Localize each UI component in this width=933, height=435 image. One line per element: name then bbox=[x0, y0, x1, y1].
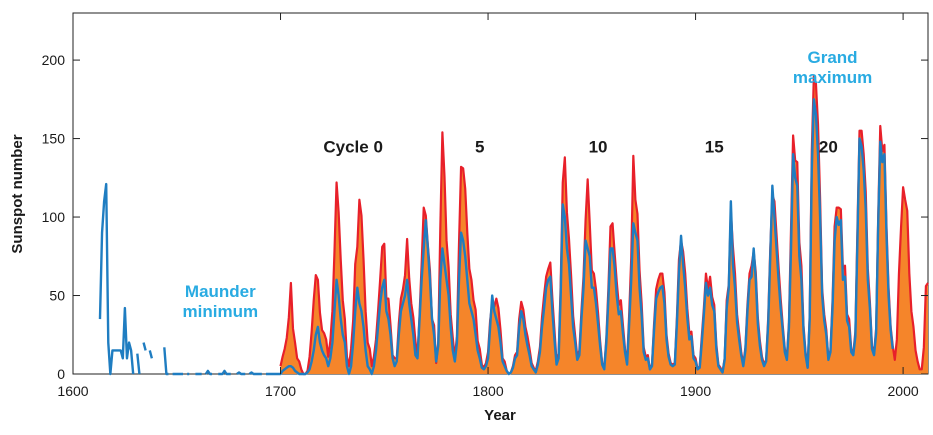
x-tick-label: 1700 bbox=[265, 383, 296, 399]
line bbox=[98, 98, 894, 376]
annotation: 5 bbox=[475, 137, 484, 156]
annotation: Cycle 0 bbox=[323, 137, 383, 156]
x-tick-label: 1800 bbox=[472, 383, 503, 399]
x-tick-label: 2000 bbox=[888, 383, 919, 399]
annotation: Grand bbox=[808, 48, 858, 67]
y-tick-label: 150 bbox=[42, 131, 66, 147]
x-tick-label: 1900 bbox=[680, 383, 711, 399]
annotation: 10 bbox=[589, 137, 608, 156]
plot-area bbox=[98, 74, 929, 376]
annotation: maximum bbox=[793, 68, 872, 87]
y-tick-label: 200 bbox=[42, 52, 66, 68]
y-tick-label: 0 bbox=[57, 366, 65, 382]
annotation: 15 bbox=[705, 137, 724, 156]
y-axis-label: Sunspot number bbox=[9, 134, 26, 253]
y-tick-label: 50 bbox=[49, 288, 65, 304]
annotation: minimum bbox=[183, 302, 259, 321]
annotation: 20 bbox=[819, 137, 838, 156]
x-axis-label: Year bbox=[484, 407, 516, 424]
annotation: Maunder bbox=[185, 282, 256, 301]
x-tick-label: 1600 bbox=[57, 383, 88, 399]
y-tick-label: 100 bbox=[42, 209, 66, 225]
